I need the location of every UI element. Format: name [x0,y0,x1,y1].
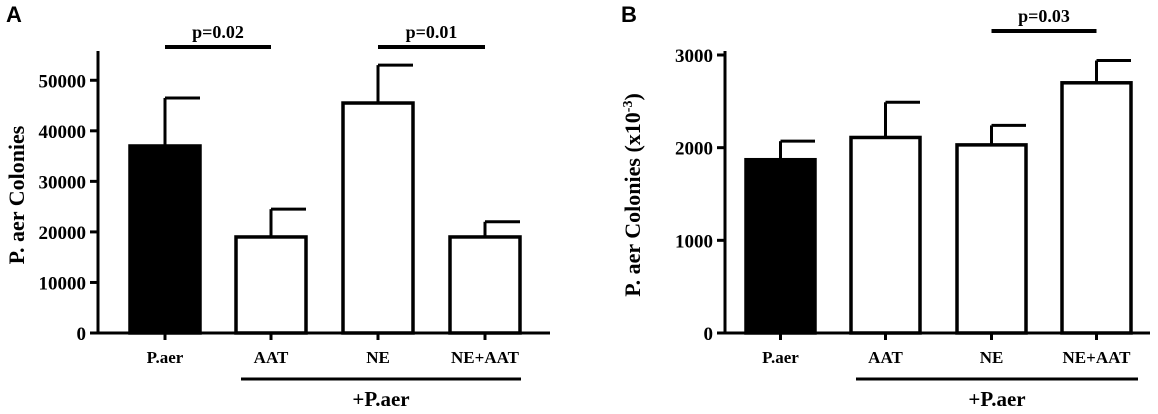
y-tick-label-b-3: 3000 [675,46,713,67]
y-tick-label-a-2: 20000 [39,223,87,244]
y-axis-label-a: P. aer Colonies [4,125,29,264]
bar-b-3 [1060,81,1133,335]
y-tick-label-b-0: 0 [704,324,714,345]
y-axis-label-b: P. aer Colonies (x10-3) [620,93,645,297]
category-label-a-3: NE+AAT [451,348,520,367]
bar-a-2 [341,101,415,335]
y-tick-label-b-2: 2000 [675,139,713,160]
p-value-label-b-0: p=0.03 [1018,6,1070,26]
y-tick-label-b-1: 1000 [675,231,713,252]
p-value-label-a-1: p=0.01 [406,22,458,42]
panel-letter-b: B [621,2,637,27]
y-tick-label-a-4: 40000 [39,122,87,143]
panel-b: B P. aer Colonies (x10-3) 0 1000 2000 3000 P… [620,2,1150,411]
y-axis-label-b-suffix: ) [620,93,645,100]
y-axis-label-b-superscript: -3 [621,101,636,113]
group-label-b: +P.aer [968,387,1025,411]
y-tick-label-a-1: 10000 [39,273,87,294]
bar-b-2 [955,143,1028,335]
category-label-b-1: AAT [868,348,903,367]
category-label-b-3: NE+AAT [1063,348,1132,367]
category-label-b-2: NE [980,348,1004,367]
bar-b-1 [849,135,922,335]
y-tick-label-a-0: 0 [77,324,87,345]
y-axis-label-b-main: P. aer Colonies (x10 [620,112,645,297]
bar-a-3 [448,235,522,335]
panel-a: A P. aer Colonies 0 10000 20000 30000 40000 5… [4,2,550,411]
category-label-a-2: NE [366,348,390,367]
category-label-a-0: P.aer [147,348,184,367]
bar-a-1 [234,235,308,335]
bar-b-0 [744,157,817,335]
bar-a-0 [128,144,202,335]
y-tick-label-a-5: 50000 [39,71,87,92]
group-label-a: +P.aer [352,387,409,411]
category-label-a-1: AAT [254,348,289,367]
p-value-label-a-0: p=0.02 [192,22,244,42]
panel-letter-a: A [6,2,22,27]
category-label-b-0: P.aer [762,348,799,367]
y-tick-label-a-3: 30000 [39,172,87,193]
